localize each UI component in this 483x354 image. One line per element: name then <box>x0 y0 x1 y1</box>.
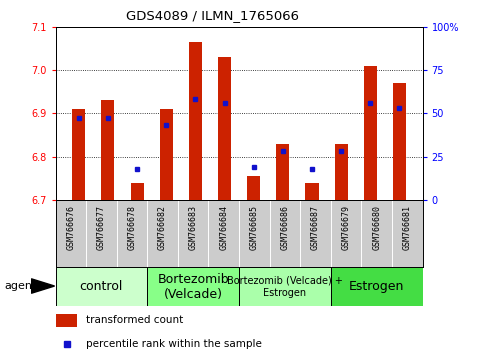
Text: Bortezomib (Velcade) +
Estrogen: Bortezomib (Velcade) + Estrogen <box>227 276 343 298</box>
Text: GSM766679: GSM766679 <box>341 205 351 250</box>
Bar <box>276 144 289 200</box>
Text: percentile rank within the sample: percentile rank within the sample <box>86 339 262 349</box>
Text: agent: agent <box>5 281 37 291</box>
Text: control: control <box>80 280 123 293</box>
Bar <box>56 267 147 306</box>
Bar <box>101 100 114 200</box>
Text: GSM766686: GSM766686 <box>281 205 289 250</box>
Text: GSM766681: GSM766681 <box>403 205 412 250</box>
Bar <box>247 176 260 200</box>
Text: GSM766684: GSM766684 <box>219 205 228 250</box>
Bar <box>239 267 331 306</box>
Text: GSM766683: GSM766683 <box>189 205 198 250</box>
Text: Bortezomib
(Velcade): Bortezomib (Velcade) <box>157 273 229 301</box>
Bar <box>130 183 143 200</box>
Text: GSM766678: GSM766678 <box>128 205 137 250</box>
Text: GSM766687: GSM766687 <box>311 205 320 250</box>
Bar <box>147 267 239 306</box>
Text: GSM766676: GSM766676 <box>66 205 75 250</box>
Text: GDS4089 / ILMN_1765066: GDS4089 / ILMN_1765066 <box>126 9 299 22</box>
Bar <box>305 183 318 200</box>
Bar <box>72 109 85 200</box>
Bar <box>56 314 77 327</box>
Bar <box>393 83 406 200</box>
Bar <box>364 65 377 200</box>
Text: GSM766682: GSM766682 <box>158 205 167 250</box>
Bar <box>160 109 173 200</box>
Text: GSM766680: GSM766680 <box>372 205 381 250</box>
Text: GSM766685: GSM766685 <box>250 205 259 250</box>
Bar <box>331 267 423 306</box>
Text: GSM766677: GSM766677 <box>97 205 106 250</box>
Bar <box>218 57 231 200</box>
Polygon shape <box>31 279 55 293</box>
Text: Estrogen: Estrogen <box>349 280 404 293</box>
Text: transformed count: transformed count <box>86 315 183 325</box>
Bar <box>189 42 202 200</box>
Bar <box>335 144 348 200</box>
